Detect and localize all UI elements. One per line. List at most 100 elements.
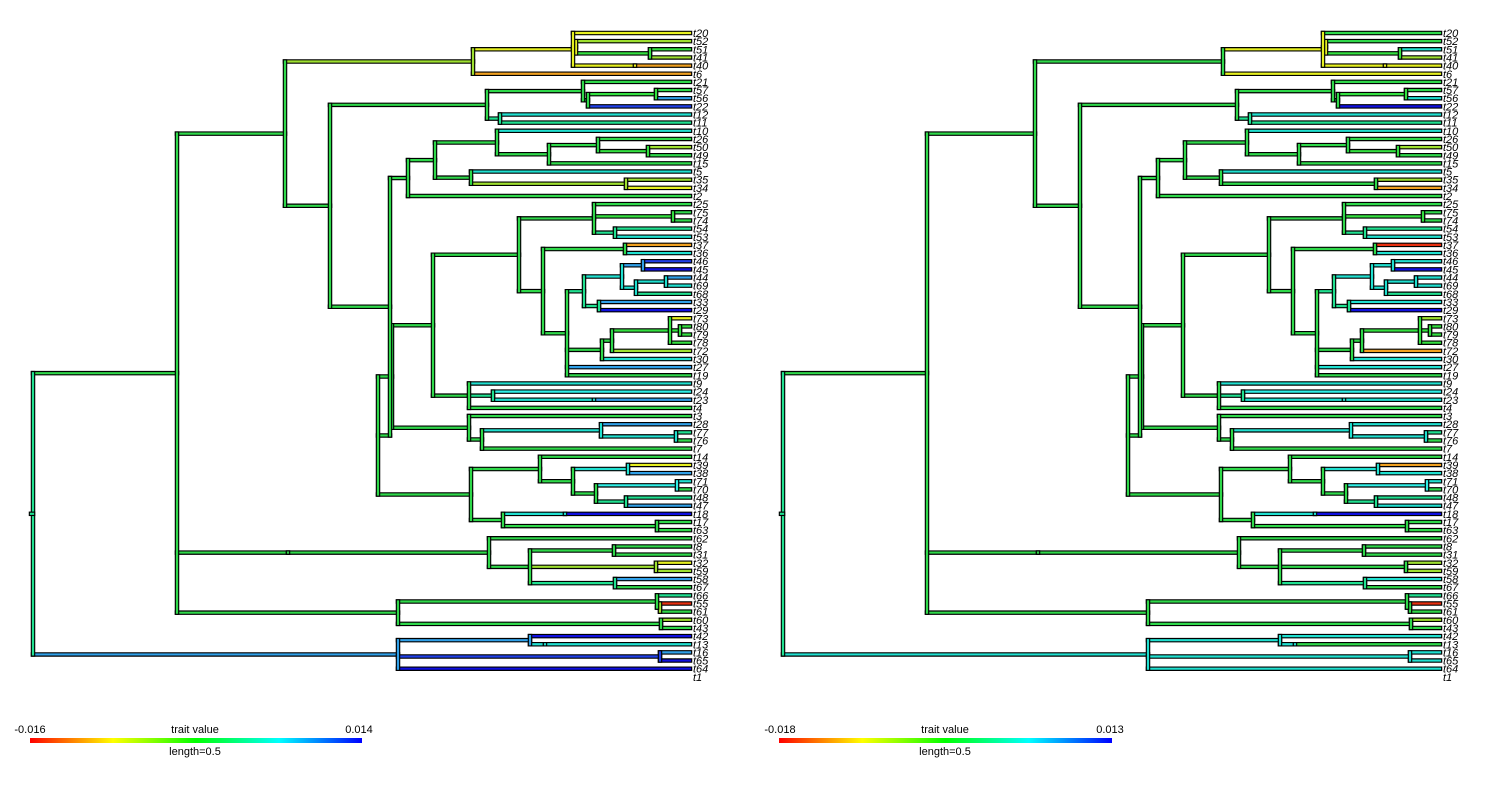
tip-label: t15 xyxy=(1443,158,1459,170)
tip-label: t13 xyxy=(693,639,709,651)
tip-label: t65 xyxy=(693,656,709,668)
tip-label: t36 xyxy=(693,248,709,260)
tip-label: t69 xyxy=(1443,281,1458,293)
tip-label: t26 xyxy=(693,134,709,146)
tip-label: t56 xyxy=(693,93,709,105)
tip-label: t20 xyxy=(1443,28,1459,40)
tip-label: t79 xyxy=(693,330,708,342)
tip-label: t61 xyxy=(693,607,708,619)
tip-label: t58 xyxy=(1443,574,1459,586)
tip-label: t12 xyxy=(1443,110,1458,122)
tip-label: t18 xyxy=(1443,509,1459,521)
tip-label: t63 xyxy=(693,525,709,537)
legend-min-label: -0.016 xyxy=(14,724,45,736)
tip-label: t58 xyxy=(693,574,709,586)
tip-label: t14 xyxy=(693,452,708,464)
legend-length-label: length=0.5 xyxy=(919,746,971,758)
tip-label: t34 xyxy=(693,183,708,195)
tip-label: t16 xyxy=(693,647,709,659)
tip-label: t77 xyxy=(693,427,709,439)
tip-label: t52 xyxy=(693,36,708,48)
legend-max-label: 0.013 xyxy=(1096,724,1124,736)
tip-label: t4 xyxy=(693,403,702,415)
tip-label: t75 xyxy=(1443,207,1459,219)
tip-label: t68 xyxy=(1443,289,1459,301)
tip-label: t10 xyxy=(693,126,709,138)
tip-label: t17 xyxy=(693,517,709,529)
tip-label: t75 xyxy=(693,207,709,219)
tip-label: t73 xyxy=(693,313,709,325)
tip-label: t8 xyxy=(1443,541,1453,553)
tip-label: t34 xyxy=(1443,183,1458,195)
tree-edges-right xyxy=(778,30,1443,671)
tip-label: t41 xyxy=(1443,52,1458,64)
tip-label: t59 xyxy=(693,566,708,578)
tip-label: t12 xyxy=(693,110,708,122)
tip-label: t16 xyxy=(1443,647,1459,659)
tip-label: t44 xyxy=(1443,273,1458,285)
tip-label: t33 xyxy=(693,297,709,309)
legend-color-bar xyxy=(30,738,362,743)
tip-label: t79 xyxy=(1443,330,1458,342)
tip-label: t22 xyxy=(693,101,708,113)
tip-label: t1 xyxy=(693,672,702,684)
tip-label: t1 xyxy=(1443,672,1452,684)
tip-label: t37 xyxy=(693,240,709,252)
tip-label: t5 xyxy=(693,167,703,179)
legend-color-bar xyxy=(779,738,1112,743)
tip-label: t80 xyxy=(693,321,709,333)
tip-label: t68 xyxy=(693,289,709,301)
tip-label: t22 xyxy=(1443,101,1458,113)
tip-label: t59 xyxy=(1443,566,1458,578)
tip-label: t71 xyxy=(1443,476,1458,488)
tip-label: t72 xyxy=(1443,346,1458,358)
tip-label: t73 xyxy=(1443,313,1459,325)
tip-label: t46 xyxy=(1443,256,1459,268)
tip-label: t77 xyxy=(1443,427,1459,439)
tip-label: t32 xyxy=(693,558,708,570)
tip-label: t17 xyxy=(1443,517,1459,529)
tip-label: t80 xyxy=(1443,321,1459,333)
tip-label: t35 xyxy=(1443,175,1459,187)
tip-label: t15 xyxy=(693,158,709,170)
tip-label: t21 xyxy=(1443,77,1458,89)
tip-label: t46 xyxy=(693,256,709,268)
tip-labels-left: t20t52t51t41t40t6t21t57t56t22t12t11t10t2… xyxy=(693,28,709,684)
tip-label: t54 xyxy=(693,224,708,236)
tip-label: t71 xyxy=(693,476,708,488)
tip-label: t60 xyxy=(693,615,709,627)
tip-label: t3 xyxy=(1443,411,1453,423)
tip-label: t24 xyxy=(1443,387,1458,399)
legend-title: trait value xyxy=(171,724,219,736)
tip-label: t55 xyxy=(1443,599,1459,611)
tip-label: t37 xyxy=(1443,240,1459,252)
tip-label: t26 xyxy=(1443,134,1459,146)
tip-label: t39 xyxy=(1443,460,1458,472)
tip-label: t27 xyxy=(693,362,709,374)
tip-label: t19 xyxy=(693,370,708,382)
tree-panel-right: t20t52t51t41t40t6t21t57t56t22t12t11t10t2… xyxy=(764,28,1459,758)
legend-title: trait value xyxy=(921,724,969,736)
tip-label: t38 xyxy=(693,468,709,480)
tip-label: t70 xyxy=(693,484,709,496)
tip-label: t61 xyxy=(1443,607,1458,619)
tip-label: t53 xyxy=(1443,232,1459,244)
tip-label: t42 xyxy=(693,631,708,643)
tip-label: t5 xyxy=(1443,167,1453,179)
tip-label: t28 xyxy=(1443,419,1459,431)
tip-label: t27 xyxy=(1443,362,1459,374)
tip-label: t9 xyxy=(693,378,702,390)
tip-label: t23 xyxy=(1443,395,1459,407)
tip-label: t62 xyxy=(693,533,708,545)
tip-label: t14 xyxy=(1443,452,1458,464)
tip-label: t32 xyxy=(1443,558,1458,570)
tip-label: t50 xyxy=(1443,142,1459,154)
tip-label: t40 xyxy=(693,61,709,73)
tip-label: t28 xyxy=(693,419,709,431)
tip-label: t40 xyxy=(1443,61,1459,73)
tip-label: t19 xyxy=(1443,370,1458,382)
tip-label: t11 xyxy=(693,118,707,130)
tip-label: t67 xyxy=(1443,582,1459,594)
